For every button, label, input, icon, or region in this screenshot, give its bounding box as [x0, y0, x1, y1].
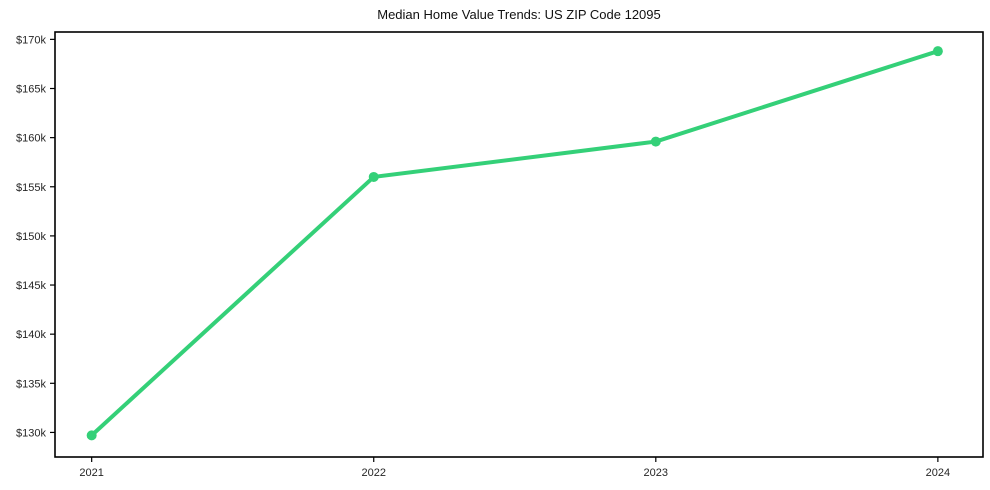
y-tick-label: $140k [16, 329, 46, 341]
y-tick-label: $170k [16, 34, 46, 46]
x-tick-label: 2021 [79, 467, 103, 479]
y-tick-label: $155k [16, 182, 46, 194]
data-line [89, 49, 940, 438]
y-tick-label: $145k [16, 280, 46, 292]
plot-border [54, 31, 984, 458]
x-tick-label: 2024 [926, 467, 950, 479]
chart-title: Median Home Value Trends: US ZIP Code 12… [377, 7, 661, 22]
data-point [932, 46, 943, 57]
x-tick-label: 2022 [361, 467, 385, 479]
data-point [650, 136, 661, 147]
data-point [368, 171, 379, 182]
y-tick-label: $130k [16, 427, 46, 439]
x-tick-label: 2023 [644, 467, 668, 479]
data-point [86, 430, 97, 441]
y-tick-label: $135k [16, 378, 46, 390]
y-tick-label: $150k [16, 231, 46, 243]
y-tick-label: $160k [16, 133, 46, 145]
y-tick-label: $165k [16, 84, 46, 96]
